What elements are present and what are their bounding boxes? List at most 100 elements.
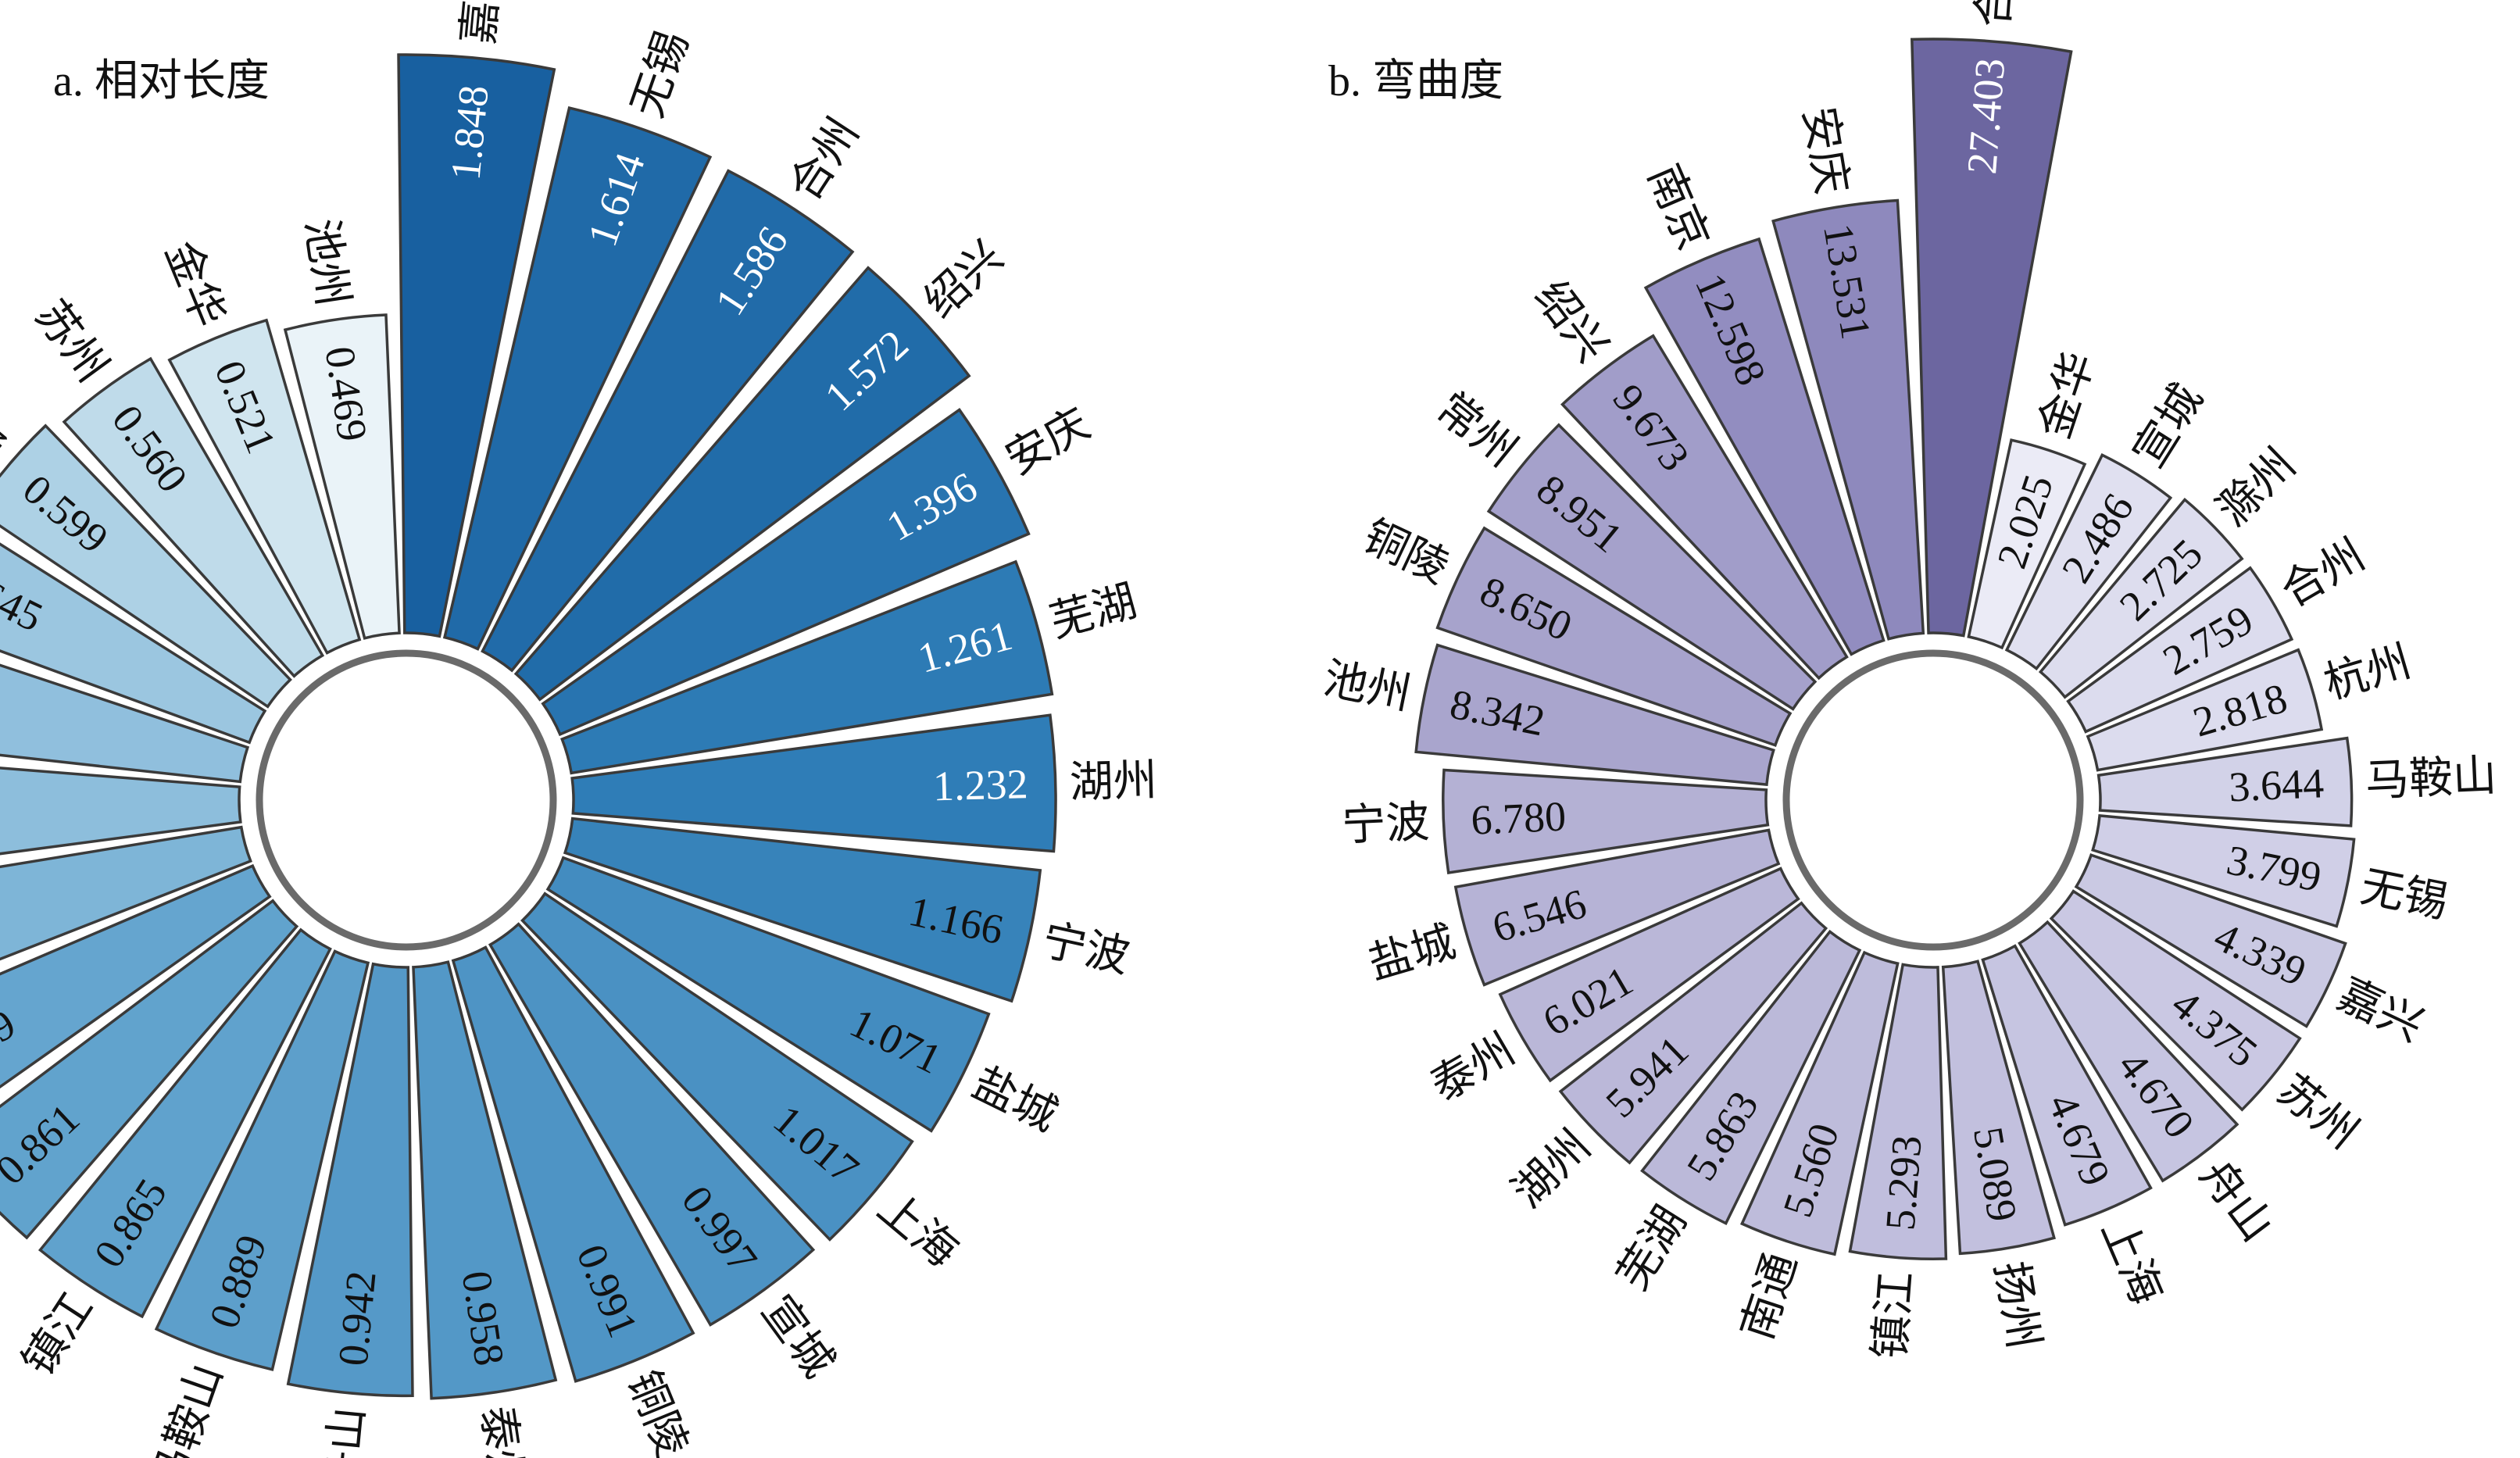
- category-label: 南通: [1732, 1247, 1807, 1346]
- category-label: 绍兴: [1525, 271, 1617, 372]
- category-label: 宁波: [1038, 915, 1134, 983]
- bar-盐城: [1453, 828, 1781, 987]
- bar-舟山: [2018, 920, 2239, 1183]
- value-label: 1.848: [441, 84, 497, 183]
- bar-马鞍山: [154, 949, 370, 1371]
- category-label: 上海: [868, 1182, 968, 1278]
- chart-relative-length: 1.848嘉兴1.614无锡1.586合州1.572绍兴1.396安庆1.261…: [0, 0, 1158, 1458]
- bar-铜陵: [451, 945, 695, 1383]
- category-label: 镇江: [13, 1284, 103, 1385]
- bar-宁波: [1442, 768, 1770, 874]
- bar-苏州: [62, 356, 325, 678]
- center-ring: [256, 649, 557, 951]
- category-label: 镇江: [1864, 1270, 1921, 1361]
- category-label: 杭州: [2318, 636, 2417, 709]
- value-label: 6.780: [1470, 793, 1567, 844]
- panel-b-title: b. 弯曲度: [1328, 57, 1503, 105]
- category-label: 苏州: [2268, 1065, 2368, 1160]
- chart-sinuosity: 27.403合肥2.025金华2.486宣城2.725滁州2.759合州2.81…: [1319, 0, 2497, 1361]
- value-label: 5.293: [1877, 1134, 1931, 1232]
- value-label: 3.644: [2228, 759, 2325, 810]
- bar-宁波: [563, 817, 1042, 1003]
- category-label: 铜陵: [617, 1363, 698, 1458]
- bar-嘉兴: [397, 53, 556, 638]
- bar-常州: [0, 825, 252, 961]
- bar-上海: [1981, 944, 2153, 1227]
- bar-扬州: [0, 767, 242, 856]
- bar-苏州: [2049, 889, 2302, 1112]
- category-label: 南京: [1638, 157, 1719, 258]
- bar-合肥: [0, 863, 272, 1089]
- category-label: 安庆: [997, 398, 1098, 485]
- bar-池州: [1414, 643, 1775, 787]
- center-ring: [1782, 649, 2084, 951]
- bar-杭州: [0, 663, 250, 784]
- category-label: 盐城: [1363, 917, 1461, 990]
- category-label: 舟山: [2189, 1150, 2282, 1251]
- bar-滁州: [0, 542, 267, 745]
- bar-舟山: [286, 962, 414, 1398]
- bar-合州: [2066, 566, 2294, 734]
- category-label: 湖州: [1503, 1120, 1601, 1218]
- category-label: 金华: [2029, 346, 2105, 445]
- bar-铜陵: [1435, 526, 1793, 747]
- bar-盐城: [545, 856, 991, 1133]
- category-label: 合州: [779, 109, 870, 210]
- category-label: 宣城: [2124, 375, 2214, 476]
- category-label: 绍兴: [914, 231, 1013, 328]
- category-label: 马鞍山: [2365, 750, 2498, 806]
- category-label: 无锡: [2357, 861, 2453, 928]
- category-label: 芜湖: [1607, 1198, 1697, 1299]
- value-label: 27.403: [1958, 56, 2014, 176]
- bar-常州: [1486, 423, 1818, 711]
- bar-马鞍山: [2096, 736, 2354, 827]
- category-label: 芜湖: [1044, 576, 1142, 648]
- category-label: 湖州: [1069, 755, 1158, 808]
- category-label: 盐城: [964, 1057, 1065, 1142]
- bar-绍兴: [513, 266, 971, 702]
- category-label: 舟山: [315, 1405, 374, 1458]
- bar-湖州: [570, 713, 1057, 853]
- bar-安庆: [541, 407, 1031, 737]
- category-label: 马鞍山: [141, 1357, 233, 1458]
- bar-金华: [167, 318, 362, 655]
- category-label: 扬州: [1985, 1258, 2049, 1353]
- bar-金华: [1967, 438, 2087, 650]
- bar-绍兴: [1560, 334, 1849, 681]
- category-label: 宣城: [752, 1286, 845, 1387]
- bar-扬州: [1941, 959, 2056, 1256]
- category-label: 池州: [1319, 653, 1415, 720]
- bar-镇江: [1848, 963, 1948, 1260]
- category-label: 常州: [1427, 383, 1527, 477]
- bar-镇江: [38, 927, 332, 1319]
- category-label: 宁波: [1341, 797, 1431, 852]
- category-label: 泰州: [471, 1403, 534, 1458]
- category-label: 滁州: [2207, 439, 2306, 537]
- bar-滁州: [2038, 497, 2244, 699]
- bar-泰州: [1498, 867, 1800, 1083]
- category-label: 金华: [155, 234, 235, 334]
- bar-泰州: [412, 960, 558, 1400]
- category-label: 嘉兴: [2330, 969, 2431, 1052]
- bar-池州: [283, 313, 401, 640]
- bar-合州: [481, 169, 855, 673]
- bar-宣城: [488, 922, 816, 1327]
- bar-湖州: [1558, 901, 1828, 1165]
- category-label: 上海: [2091, 1212, 2172, 1313]
- panel-a-title: a. 相对长度: [53, 57, 270, 105]
- bar-杭州: [2086, 648, 2324, 772]
- category-label: 铜陵: [1356, 510, 1457, 593]
- bar-南京: [0, 899, 299, 1240]
- bar-合肥: [1911, 38, 2073, 638]
- category-label: 嘉兴: [453, 0, 512, 46]
- bar-无锡: [442, 105, 713, 651]
- category-label: 苏州: [25, 291, 118, 391]
- bar-南通: [1739, 950, 1900, 1256]
- category-label: 无锡: [622, 24, 699, 123]
- bar-南通: [0, 423, 292, 709]
- category-label: 合肥: [1968, 0, 2025, 29]
- bar-芜湖: [560, 559, 1054, 775]
- bar-南京: [1643, 237, 1886, 656]
- bar-芜湖: [1640, 929, 1862, 1226]
